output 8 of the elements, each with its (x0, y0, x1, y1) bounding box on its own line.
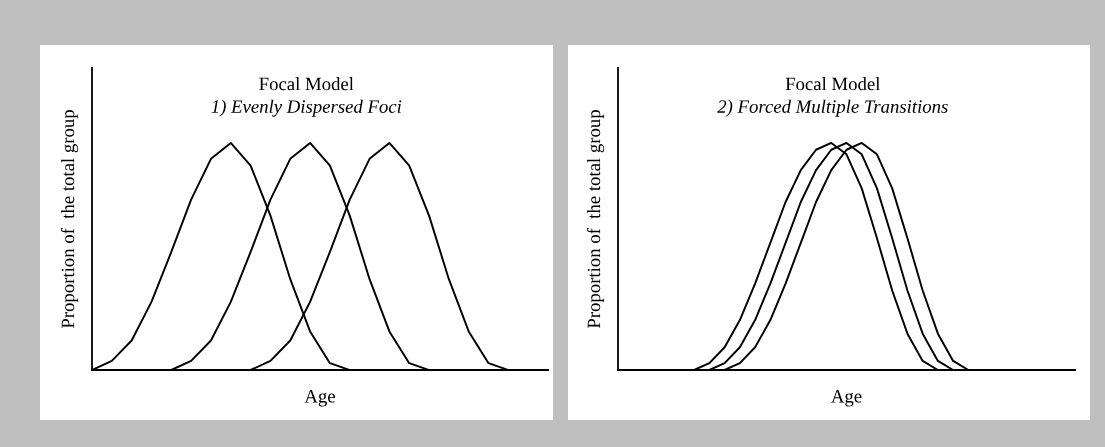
x-axis-title: Age (304, 390, 335, 407)
x-axis-title: Age (831, 390, 862, 407)
y-axis-title: Proportion of the total group (60, 110, 79, 329)
chart-title: Focal Model (259, 77, 354, 91)
chart-subtitle: 1) Evenly Dispersed Foci (211, 99, 402, 117)
chart-title: Focal Model (785, 77, 881, 91)
y-axis-title: Proportion of the total group (586, 110, 605, 329)
chart-subtitle: 2) Forced Multiple Transitions (717, 99, 948, 117)
